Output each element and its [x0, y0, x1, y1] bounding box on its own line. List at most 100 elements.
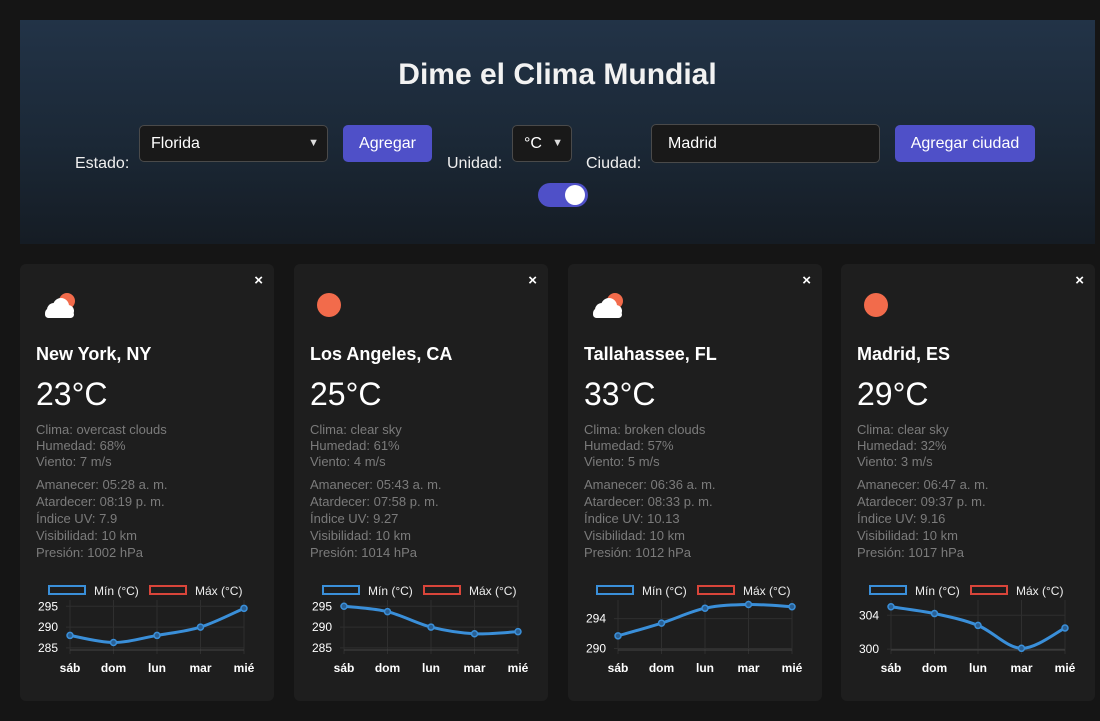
weather-details: Amanecer: 05:43 a. m. Atardecer: 07:58 p… — [310, 476, 442, 561]
city-name: Tallahassee, FL — [584, 344, 717, 364]
viento-text: Viento: 5 m/s — [584, 454, 660, 469]
x-tick-label: sáb — [334, 661, 355, 675]
y-tick-label: 290 — [38, 620, 58, 634]
legend-min-label: Mín (°C) — [642, 584, 687, 598]
data-point — [109, 638, 118, 647]
amanecer-text: Amanecer: 05:28 a. m. — [36, 477, 168, 492]
cloudy-sun-icon — [590, 292, 628, 320]
sun-icon — [316, 292, 354, 320]
data-point — [514, 627, 522, 636]
data-point — [930, 609, 939, 618]
amanecer-text: Amanecer: 06:47 a. m. — [857, 477, 989, 492]
humedad-text: Humedad: 61% — [310, 438, 400, 453]
close-icon[interactable]: × — [1075, 272, 1084, 289]
presion-text: Presión: 1012 hPa — [584, 545, 691, 560]
weather-details: Amanecer: 05:28 a. m. Atardecer: 08:19 p… — [36, 476, 168, 561]
uv-text: Índice UV: 9.16 — [857, 511, 946, 526]
legend-max-swatch — [149, 585, 187, 595]
unit-select[interactable]: °C ▼ — [512, 125, 572, 162]
x-tick-label: sáb — [881, 661, 902, 675]
humedad-text: Humedad: 68% — [36, 438, 126, 453]
close-icon[interactable]: × — [254, 272, 263, 289]
header-panel: Dime el Clima Mundial Estado: Florida ▼ … — [20, 20, 1095, 244]
state-select[interactable]: Florida ▼ — [139, 125, 328, 162]
temperature-chart: 285 290 295 sáb dom lun mar mié — [312, 600, 529, 675]
legend-min-swatch — [48, 585, 86, 595]
state-label: Estado: — [75, 155, 130, 172]
temperature-chart: 300 304 sáb dom lun mar mié — [859, 600, 1076, 675]
close-icon[interactable]: × — [528, 272, 537, 289]
y-tick-label: 295 — [38, 600, 58, 613]
add-state-button[interactable]: Agregar — [343, 125, 432, 162]
unit-select-value: °C — [524, 135, 542, 152]
y-tick-label: 304 — [859, 608, 879, 622]
city-name: New York, NY — [36, 344, 152, 364]
x-tick-label: dom — [649, 661, 674, 675]
legend-min-label: Mín (°C) — [94, 584, 139, 598]
legend-max-swatch — [423, 585, 461, 595]
uv-text: Índice UV: 9.27 — [310, 511, 399, 526]
y-tick-label: 300 — [859, 642, 879, 656]
city-name: Madrid, ES — [857, 344, 951, 364]
legend-min-swatch — [322, 585, 360, 595]
viento-text: Viento: 4 m/s — [310, 454, 386, 469]
y-tick-label: 294 — [586, 612, 606, 626]
weather-summary: Clima: clear sky Humedad: 61% Viento: 4 … — [310, 422, 402, 470]
x-tick-label: mar — [189, 661, 211, 675]
chevron-down-icon: ▼ — [308, 137, 319, 149]
weather-details: Amanecer: 06:47 a. m. Atardecer: 09:37 p… — [857, 476, 989, 561]
temperature: 23°C — [36, 376, 108, 412]
x-tick-label: lun — [148, 661, 166, 675]
atardecer-text: Atardecer: 08:33 p. m. — [584, 494, 713, 509]
data-point — [383, 607, 392, 616]
data-point — [340, 602, 348, 610]
x-tick-label: lun — [422, 661, 440, 675]
clima-text: Clima: broken clouds — [584, 422, 706, 437]
theme-toggle[interactable] — [538, 183, 588, 207]
legend-max-label: Máx (°C) — [195, 584, 243, 598]
y-tick-label: 285 — [312, 641, 332, 655]
humedad-text: Humedad: 32% — [857, 438, 947, 453]
unit-label: Unidad: — [447, 155, 503, 172]
data-point — [701, 604, 709, 612]
temperature: 33°C — [584, 376, 656, 412]
weather-card: × Los Angeles, CA 25°C Clima: clear sky … — [294, 264, 548, 701]
data-point — [887, 603, 895, 611]
x-tick-label: sáb — [60, 661, 81, 675]
y-tick-label: 295 — [312, 600, 332, 613]
legend-max-label: Máx (°C) — [1016, 584, 1064, 598]
add-city-button[interactable]: Agregar ciudad — [895, 125, 1035, 162]
data-point — [1061, 624, 1069, 632]
weather-summary: Clima: clear sky Humedad: 32% Viento: 3 … — [857, 422, 949, 470]
visibilidad-text: Visibilidad: 10 km — [584, 528, 685, 543]
data-point — [974, 621, 982, 630]
legend-max-label: Máx (°C) — [743, 584, 791, 598]
toggle-knob — [565, 185, 585, 205]
x-tick-label: mié — [782, 661, 803, 675]
temperature: 29°C — [857, 376, 929, 412]
temperature-chart: 290 294 sáb dom lun mar mié — [586, 600, 803, 675]
weather-details: Amanecer: 06:36 a. m. Atardecer: 08:33 p… — [584, 476, 716, 561]
weather-card: × Madrid, ES 29°C Clima: clear sky Humed… — [841, 264, 1095, 701]
y-tick-label: 290 — [586, 642, 606, 656]
legend-min-swatch — [596, 585, 634, 595]
clima-text: Clima: clear sky — [857, 422, 949, 437]
visibilidad-text: Visibilidad: 10 km — [310, 528, 411, 543]
x-tick-label: mié — [1055, 661, 1076, 675]
weather-summary: Clima: overcast clouds Humedad: 68% Vien… — [36, 422, 167, 470]
temperature: 25°C — [310, 376, 382, 412]
data-point — [657, 619, 666, 627]
data-point — [196, 623, 205, 631]
atardecer-text: Atardecer: 07:58 p. m. — [310, 494, 439, 509]
x-tick-label: sáb — [608, 661, 629, 675]
atardecer-text: Atardecer: 08:19 p. m. — [36, 494, 165, 509]
close-icon[interactable]: × — [802, 272, 811, 289]
x-tick-label: dom — [922, 661, 947, 675]
visibilidad-text: Visibilidad: 10 km — [36, 528, 137, 543]
visibilidad-text: Visibilidad: 10 km — [857, 528, 958, 543]
presion-text: Presión: 1002 hPa — [36, 545, 143, 560]
city-input[interactable]: Madrid — [651, 124, 880, 163]
presion-text: Presión: 1017 hPa — [857, 545, 964, 560]
amanecer-text: Amanecer: 06:36 a. m. — [584, 477, 716, 492]
x-tick-label: dom — [375, 661, 400, 675]
